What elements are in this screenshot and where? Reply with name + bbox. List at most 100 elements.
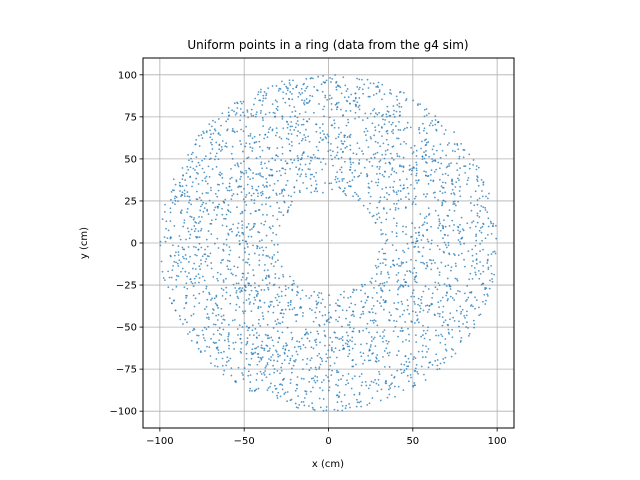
scatter-point [367, 359, 370, 362]
scatter-point [449, 312, 452, 315]
scatter-point [330, 81, 332, 83]
scatter-point [241, 287, 244, 289]
scatter-point [210, 262, 213, 264]
scatter-point [164, 203, 166, 206]
scatter-point [379, 399, 382, 402]
scatter-point [251, 147, 254, 150]
scatter-point [201, 192, 204, 195]
scatter-point [402, 129, 405, 131]
scatter-point [410, 183, 412, 186]
scatter-point [187, 246, 190, 248]
scatter-point [197, 230, 200, 232]
scatter-point [447, 174, 450, 177]
scatter-point [325, 374, 328, 377]
scatter-point [304, 346, 307, 349]
scatter-point [470, 195, 472, 198]
scatter-point [244, 251, 247, 254]
scatter-point [241, 220, 243, 223]
scatter-point [349, 158, 352, 161]
scatter-point [402, 249, 404, 252]
scatter-point [242, 374, 244, 376]
scatter-point [255, 210, 257, 212]
scatter-point [265, 203, 267, 206]
scatter-point [335, 181, 338, 184]
scatter-point [259, 324, 262, 327]
scatter-point [449, 285, 452, 288]
scatter-point [174, 203, 176, 206]
scatter-point [464, 165, 467, 168]
scatter-point [358, 86, 361, 89]
scatter-point [165, 227, 167, 230]
scatter-point [308, 369, 311, 372]
scatter-point [302, 182, 305, 184]
scatter-point [190, 157, 192, 160]
scatter-point [362, 312, 365, 315]
scatter-point [360, 373, 363, 375]
scatter-point [189, 233, 192, 236]
scatter-point [298, 112, 301, 115]
scatter-point [431, 160, 434, 163]
scatter-point [202, 290, 205, 293]
scatter-point [169, 207, 172, 210]
scatter-point [315, 130, 318, 133]
scatter-point [348, 180, 351, 183]
scatter-point [445, 294, 448, 297]
scatter-point [372, 109, 374, 112]
scatter-point [283, 377, 285, 380]
scatter-point [463, 292, 466, 295]
scatter-point [302, 102, 305, 104]
scatter-point [249, 301, 252, 304]
scatter-point [179, 238, 182, 241]
scatter-point [466, 179, 469, 182]
scatter-point [406, 308, 409, 311]
scatter-point [253, 202, 256, 205]
scatter-point [448, 142, 450, 144]
scatter-point [388, 366, 391, 368]
scatter-point [214, 302, 217, 305]
scatter-point [220, 315, 223, 318]
scatter-point [349, 157, 352, 160]
scatter-point [475, 273, 477, 276]
scatter-point [225, 238, 228, 241]
scatter-point [283, 351, 286, 354]
scatter-point [482, 248, 484, 251]
scatter-point [195, 198, 198, 201]
scatter-point [258, 360, 261, 363]
scatter-point [377, 384, 380, 386]
scatter-point [327, 318, 330, 320]
scatter-point [187, 159, 190, 162]
scatter-point [219, 171, 222, 174]
scatter-point [324, 334, 326, 337]
scatter-point [316, 376, 319, 378]
scatter-point [425, 141, 428, 144]
scatter-point [445, 349, 448, 352]
scatter-point [266, 323, 269, 326]
scatter-point [407, 357, 410, 360]
scatter-point [436, 267, 439, 270]
scatter-point [476, 175, 479, 178]
scatter-point [220, 172, 223, 175]
scatter-point [453, 299, 456, 301]
scatter-point [342, 190, 344, 193]
scatter-point [437, 227, 440, 229]
scatter-point [479, 226, 482, 229]
scatter-point [411, 152, 414, 155]
scatter-point [173, 254, 176, 257]
scatter-point [278, 169, 281, 172]
scatter-point [388, 311, 391, 314]
scatter-point [272, 305, 275, 308]
scatter-point [359, 316, 362, 319]
scatter-point [303, 99, 306, 102]
scatter-point [486, 234, 489, 236]
scatter-point [290, 133, 293, 135]
scatter-point [221, 213, 224, 216]
scatter-point [312, 153, 315, 156]
scatter-point [403, 369, 406, 372]
scatter-point [247, 258, 250, 261]
scatter-point [404, 284, 407, 287]
scatter-point [248, 263, 251, 266]
scatter-point [454, 186, 457, 188]
scatter-point [305, 101, 308, 104]
scatter-point [163, 236, 166, 239]
scatter-point [490, 222, 493, 225]
